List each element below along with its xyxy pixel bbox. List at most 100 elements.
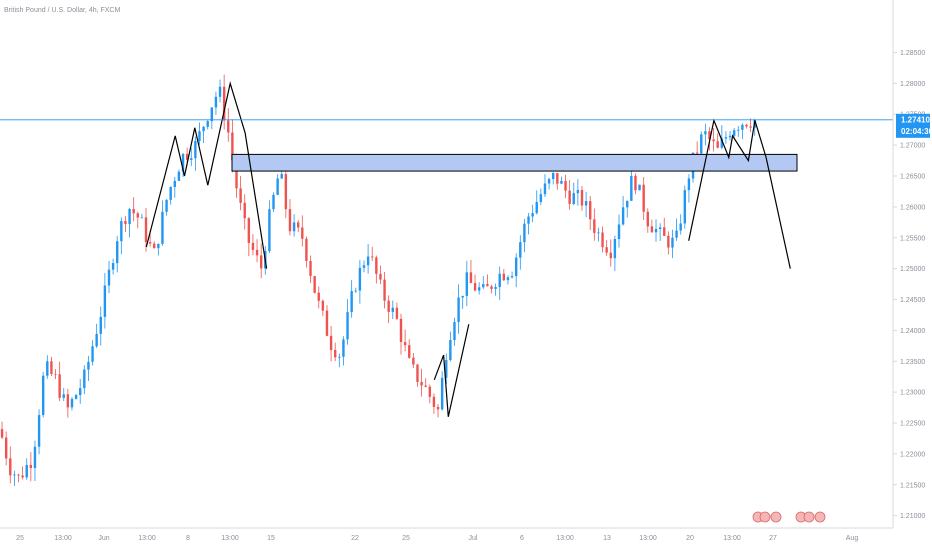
flag-icon[interactable] — [770, 511, 782, 523]
price-tick-label: 1.24500 — [900, 297, 925, 304]
candle — [449, 331, 452, 362]
candle — [716, 133, 719, 149]
current-price-badge-bg — [896, 113, 930, 138]
candle — [473, 274, 477, 292]
candle-body — [227, 120, 230, 133]
candle-body — [514, 257, 518, 277]
candle-body — [663, 227, 666, 236]
zigzag-right-line[interactable] — [688, 118, 791, 269]
flag-icon[interactable] — [803, 511, 815, 523]
candle — [243, 194, 246, 230]
candle — [194, 136, 197, 171]
time-tick-label: 13:00 — [556, 535, 574, 542]
candle-body — [165, 199, 168, 212]
candle-body — [453, 322, 456, 340]
candle — [218, 79, 222, 103]
price-tick-label: 1.23500 — [900, 359, 925, 366]
candle-body — [428, 386, 432, 397]
candle-body — [194, 141, 197, 159]
time-axis[interactable]: 25 13:00 Jun 13:00 8 13:00 15 22 25 Jul 6 13:00 13 13… — [16, 535, 858, 542]
candle-body — [737, 129, 740, 131]
time-tick-label: 13:00 — [221, 535, 239, 542]
candle-body — [70, 398, 74, 408]
candle-body — [301, 227, 304, 239]
candle-body — [107, 269, 111, 286]
time-tick-label: 20 — [686, 535, 694, 542]
candle — [490, 284, 493, 294]
candle-body — [305, 238, 308, 261]
candle-body — [0, 429, 4, 438]
candle-body — [309, 260, 312, 277]
candle — [136, 211, 139, 229]
economic-events[interactable] — [752, 511, 826, 523]
candle-body — [276, 178, 279, 195]
candle-body — [198, 131, 201, 142]
candle-body — [366, 256, 370, 266]
candle — [646, 208, 649, 233]
candle — [276, 174, 279, 196]
candle-body — [140, 217, 144, 219]
candle-body — [510, 276, 514, 278]
candle — [399, 313, 403, 355]
price-tick-label: 1.25000 — [900, 266, 925, 273]
candle — [202, 125, 205, 144]
candle — [120, 217, 123, 255]
candle-body — [519, 242, 522, 258]
candle-body — [494, 287, 497, 289]
candle — [309, 255, 312, 283]
candle — [181, 152, 185, 178]
candle-body — [597, 232, 600, 234]
candle — [387, 295, 390, 324]
candle — [350, 280, 353, 318]
candle-body — [124, 221, 127, 225]
flag-icon[interactable] — [759, 511, 771, 523]
candle-body — [506, 277, 510, 281]
candle — [70, 397, 74, 411]
zigzag-bottom-line[interactable] — [433, 324, 470, 417]
candle-body — [432, 396, 436, 407]
candle — [667, 231, 670, 255]
candle-body — [440, 377, 444, 410]
candle — [506, 275, 510, 285]
flag-icon[interactable] — [814, 511, 826, 523]
candle — [626, 200, 629, 218]
candle — [128, 207, 131, 238]
candle — [671, 229, 674, 259]
candle — [259, 243, 263, 279]
candle — [403, 329, 407, 352]
candle-body — [99, 316, 102, 334]
time-tick-label: 25 — [16, 535, 24, 542]
candle — [362, 260, 366, 273]
candle-body — [218, 86, 222, 97]
price-axis[interactable]: 1.21000 1.21500 1.22000 1.22500 1.23000 1.235… — [893, 50, 925, 520]
resistance-zone-box[interactable] — [231, 153, 798, 172]
candle-body — [13, 474, 16, 476]
zigzag-left-line[interactable] — [145, 81, 268, 269]
candle-body — [255, 249, 259, 256]
candle — [124, 216, 127, 233]
candle — [87, 355, 90, 382]
candle-body — [445, 360, 448, 378]
candle — [593, 208, 596, 241]
candle-body — [486, 284, 489, 287]
candle-body — [473, 282, 477, 291]
candle — [477, 282, 481, 295]
candle-body — [177, 171, 181, 181]
candle-body — [358, 267, 362, 291]
candle-body — [539, 194, 543, 203]
candle-body — [543, 183, 547, 195]
candle-body — [617, 224, 621, 239]
price-tick-label: 1.22000 — [900, 451, 925, 458]
candle — [0, 421, 4, 440]
candle-body — [605, 247, 608, 253]
candle — [519, 235, 522, 270]
candle-body — [498, 273, 501, 288]
candle — [679, 214, 682, 235]
candle — [66, 388, 70, 418]
candle-body — [630, 175, 633, 201]
candle-body — [502, 273, 506, 281]
price-tick-label: 1.21500 — [900, 482, 925, 489]
candle — [157, 243, 160, 256]
candle — [502, 268, 506, 282]
